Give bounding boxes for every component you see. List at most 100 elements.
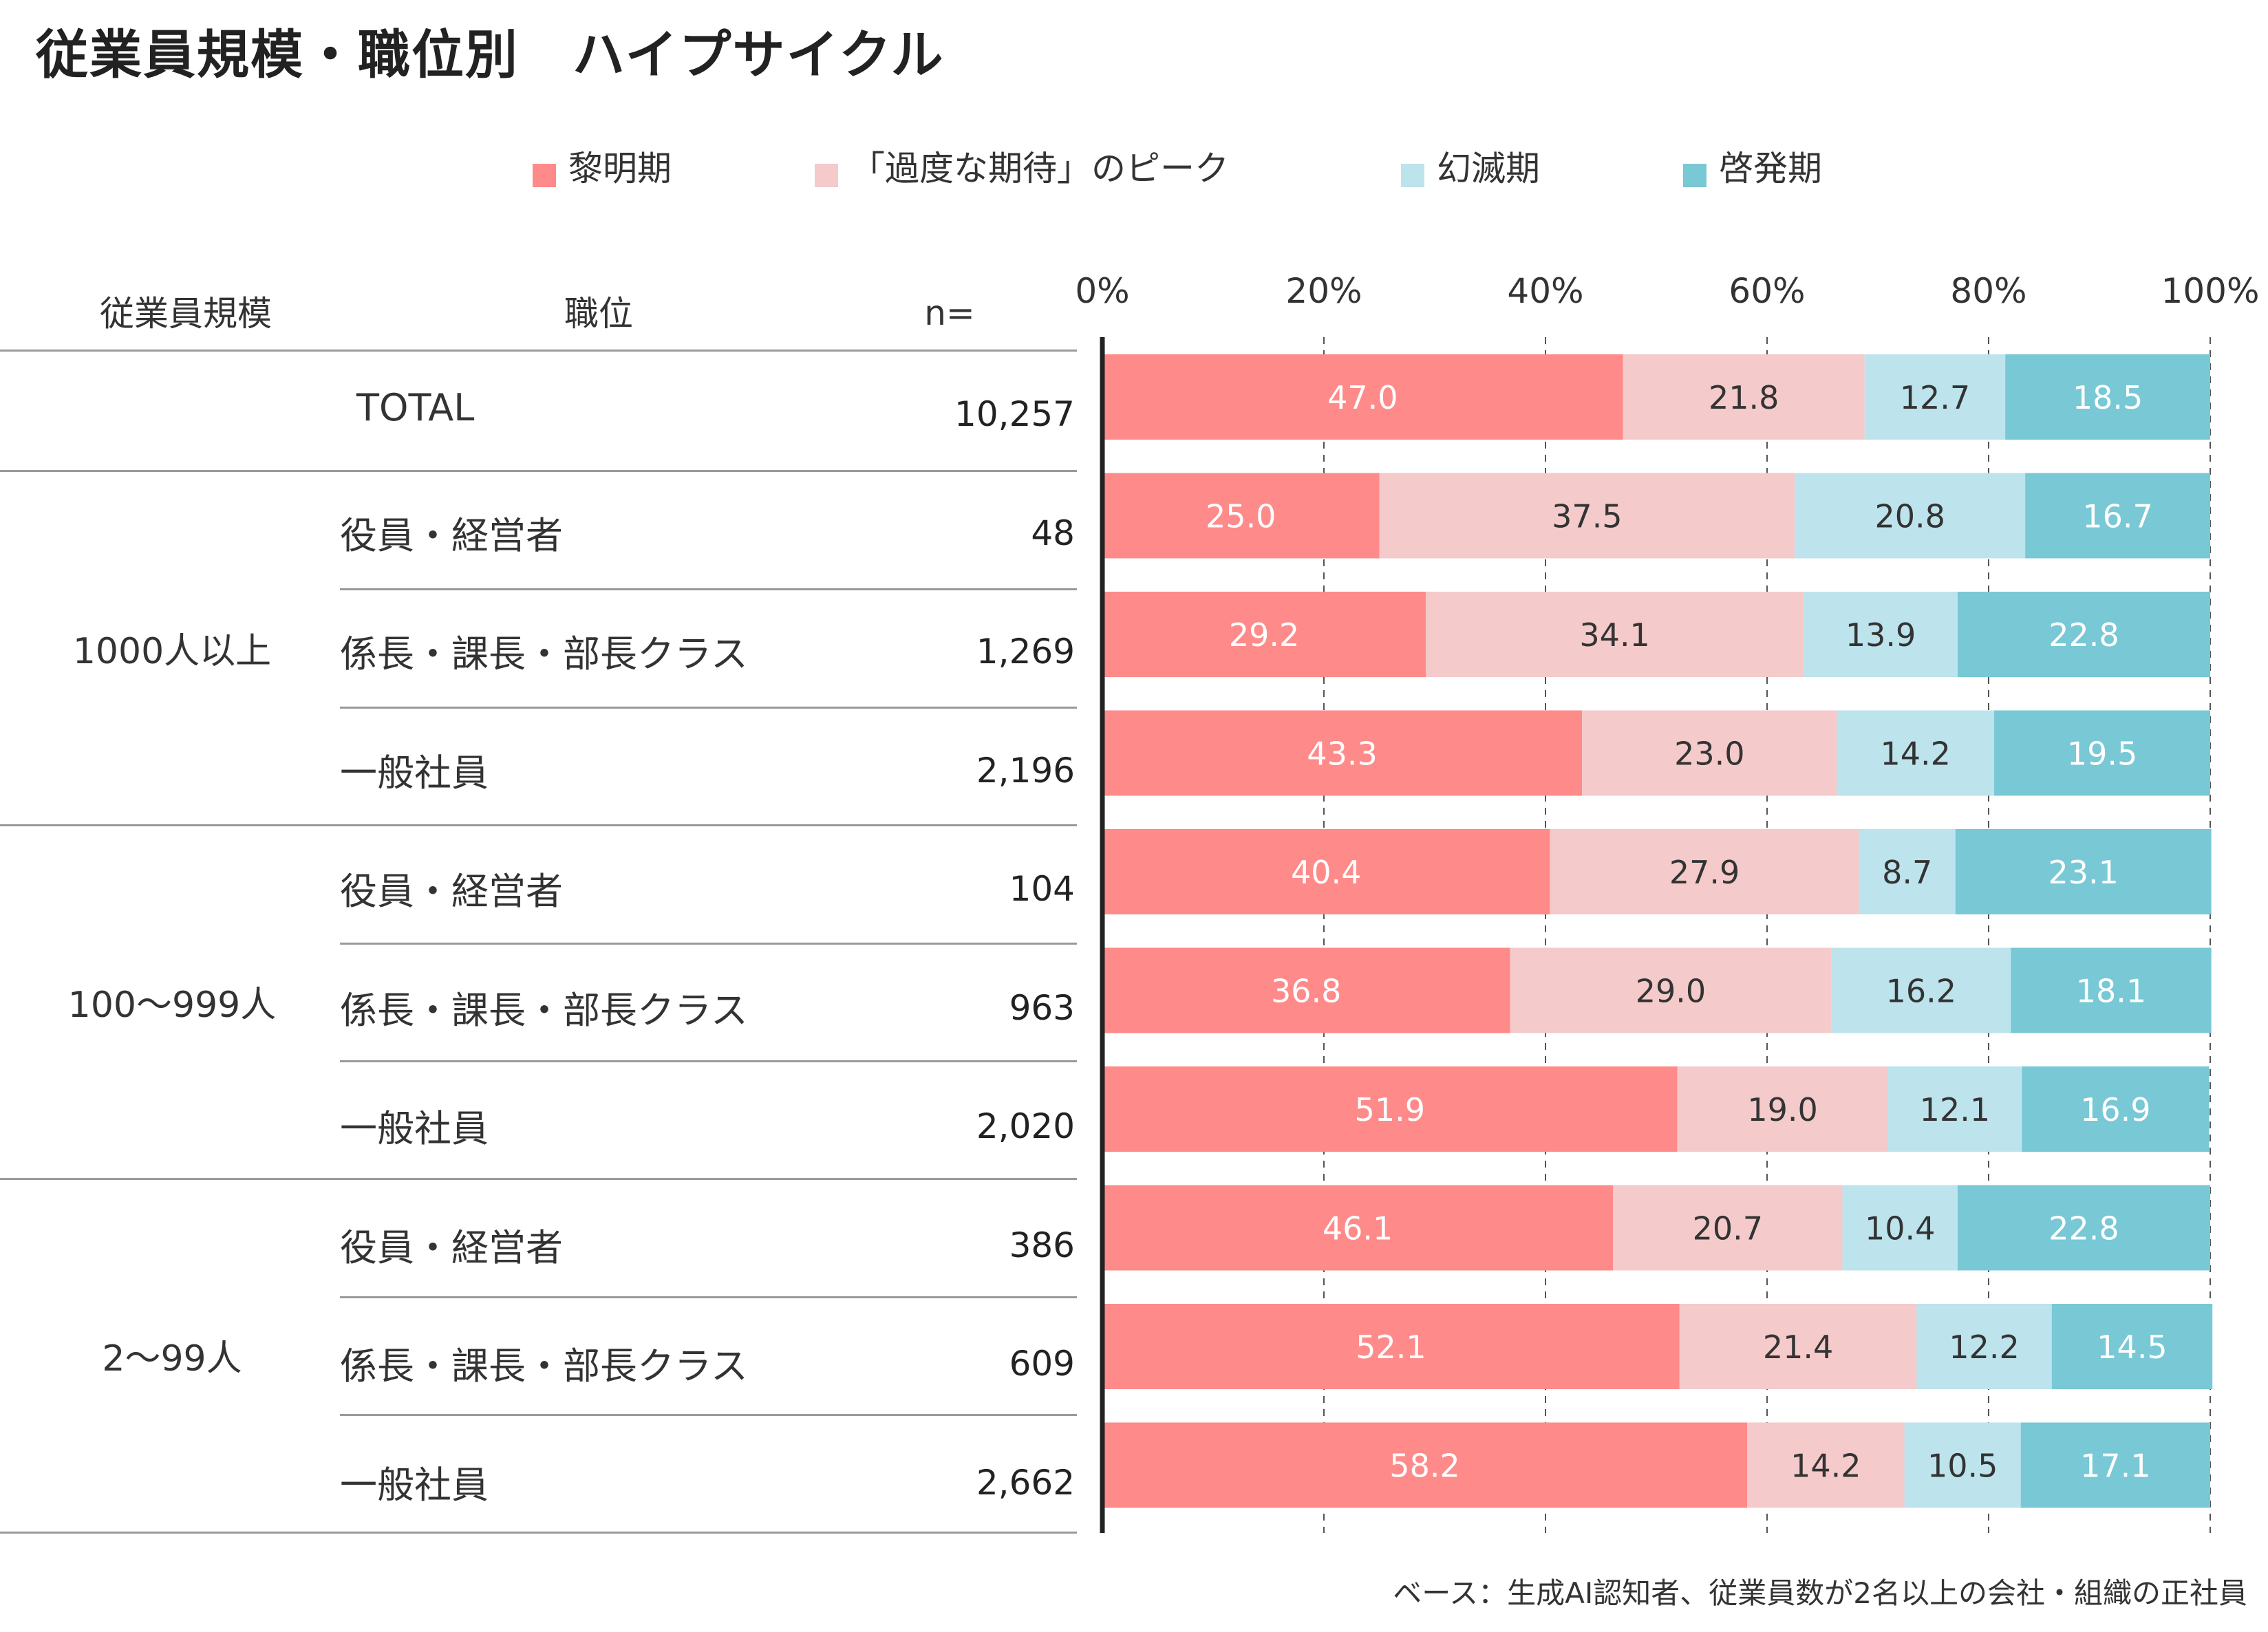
chart-title: 従業員規模・職位別 ハイプサイクル (36, 24, 945, 85)
bar-segment (2020, 1422, 2210, 1508)
bar-segment (1994, 710, 2210, 796)
bar-segment (1957, 592, 2210, 677)
legend-swatch (1683, 164, 1707, 187)
bar-segment (1102, 1304, 1680, 1389)
table-separator (0, 350, 1077, 352)
bar-value-label: 20.7 (1693, 1210, 1763, 1247)
bar-segment (1550, 829, 1859, 914)
row-position-label: 一般社員 (340, 1107, 489, 1150)
bar-value-label: 12.2 (1949, 1329, 2019, 1366)
bar-value-label: 21.8 (1709, 379, 1779, 416)
bar-segment (1955, 829, 2212, 914)
bar-value-label: 21.4 (1763, 1329, 1833, 1366)
bar-segment (1426, 592, 1804, 677)
bar-segment (1102, 473, 1380, 559)
bar-value-label: 10.5 (1927, 1448, 1998, 1485)
bar-value-label: 51.9 (1355, 1091, 1425, 1128)
bar-segment (2025, 473, 2210, 559)
bar-value-label: 23.0 (1674, 736, 1744, 773)
row-position-label: 係長・課長・部長クラス (340, 632, 748, 676)
row-position-label: TOTAL (356, 386, 475, 429)
bar-segment (1102, 592, 1426, 677)
bar-value-label: 16.7 (2082, 498, 2152, 535)
bar-value-label: 19.5 (2067, 736, 2137, 773)
row-n-value: 386 (1009, 1225, 1075, 1265)
bar-segment (1102, 947, 1510, 1033)
legend-label: 啓発期 (1719, 149, 1822, 189)
legend-swatch (533, 164, 556, 187)
bar-segment (2022, 1066, 2210, 1152)
bar-value-label: 37.5 (1552, 498, 1622, 535)
bar-value-label: 8.7 (1882, 854, 1932, 891)
bar-segment (1102, 710, 1583, 796)
bar-value-label: 12.1 (1920, 1091, 1990, 1128)
bar-segment (1904, 1422, 2021, 1508)
bar-value-label: 12.7 (1900, 379, 1970, 416)
header-employee-size: 従業員規模 (100, 294, 272, 334)
x-tick-label: 60% (1729, 271, 1805, 311)
row-n-value: 2,196 (976, 750, 1075, 791)
bar-segment (1510, 947, 1832, 1033)
table-separator-inner (340, 1060, 1077, 1062)
bar-segment (1102, 1422, 1748, 1508)
bar-value-label: 25.0 (1206, 498, 1276, 535)
bar-value-label: 36.8 (1271, 973, 1341, 1010)
bar-segment (1102, 829, 1550, 914)
bar-value-label: 46.1 (1323, 1210, 1393, 1247)
bar-value-label: 20.8 (1874, 498, 1945, 535)
table-separator (0, 1178, 1077, 1180)
legend-label: 幻滅期 (1437, 149, 1540, 189)
row-n-value: 2,662 (976, 1462, 1075, 1503)
legend-label: 黎明期 (568, 149, 672, 189)
table-separator-inner (340, 707, 1077, 709)
row-n-value: 10,257 (954, 394, 1075, 434)
bar-segment (1379, 473, 1795, 559)
row-n-value: 609 (1009, 1344, 1075, 1384)
bar-value-label: 40.4 (1291, 854, 1361, 891)
x-tick-label: 80% (1950, 271, 2026, 311)
bar-segment (1679, 1304, 1917, 1389)
bar-value-label: 18.5 (2073, 379, 2143, 416)
bar-value-label: 14.5 (2097, 1329, 2167, 1366)
row-position-label: 役員・経営者 (340, 870, 563, 913)
bar-segment (1859, 829, 1956, 914)
bar-value-label: 14.2 (1881, 736, 1951, 773)
bar-segment (1102, 354, 1623, 440)
table-separator-inner (340, 1296, 1077, 1298)
bar-segment (1837, 710, 1995, 796)
row-position-label: 役員・経営者 (340, 1225, 563, 1269)
bar-segment (1842, 1185, 1958, 1271)
bar-segment (2005, 354, 2210, 440)
bar-value-label: 29.2 (1229, 616, 1299, 654)
row-n-value: 1,269 (976, 632, 1075, 672)
bar-value-label: 22.8 (2048, 1210, 2119, 1247)
table-separator-inner (340, 943, 1077, 945)
bar-segment (1623, 354, 1865, 440)
legend: 黎明期 「過度な期待」のピーク 幻滅期 啓発期 (0, 144, 2268, 200)
bar-value-label: 17.1 (2080, 1448, 2150, 1485)
bar-segment (1864, 354, 2006, 440)
group-label: 2～99人 (102, 1338, 242, 1379)
bar-segment (1677, 1066, 1888, 1152)
bar-value-label: 19.0 (1747, 1091, 1817, 1128)
bar-value-label: 22.8 (2048, 616, 2119, 654)
footnote: ベース：生成AI認知者、従業員数が2名以上の会社・組織の正社員 (1393, 1576, 2247, 1610)
bar-segment (1613, 1185, 1843, 1271)
bar-value-label: 43.3 (1307, 736, 1377, 773)
row-n-value: 2,020 (976, 1106, 1075, 1146)
bar-segment (1804, 592, 1958, 677)
legend-swatch (815, 164, 838, 187)
row-position-label: 一般社員 (340, 751, 489, 795)
row-position-label: 係長・課長・部長クラス (340, 1344, 748, 1388)
group-label: 1000人以上 (72, 631, 272, 672)
table-separator (0, 1532, 1077, 1534)
x-tick-label: 20% (1285, 271, 1362, 311)
bar-segment (1582, 710, 1837, 796)
bar-segment (1795, 473, 2026, 559)
bar-value-label: 47.0 (1327, 379, 1398, 416)
bar-value-label: 34.1 (1579, 616, 1649, 654)
x-tick-label: 0% (1075, 271, 1129, 311)
bar-segment (2051, 1304, 2213, 1389)
bar-value-label: 18.1 (2076, 973, 2146, 1010)
row-n-value: 963 (1009, 987, 1075, 1028)
